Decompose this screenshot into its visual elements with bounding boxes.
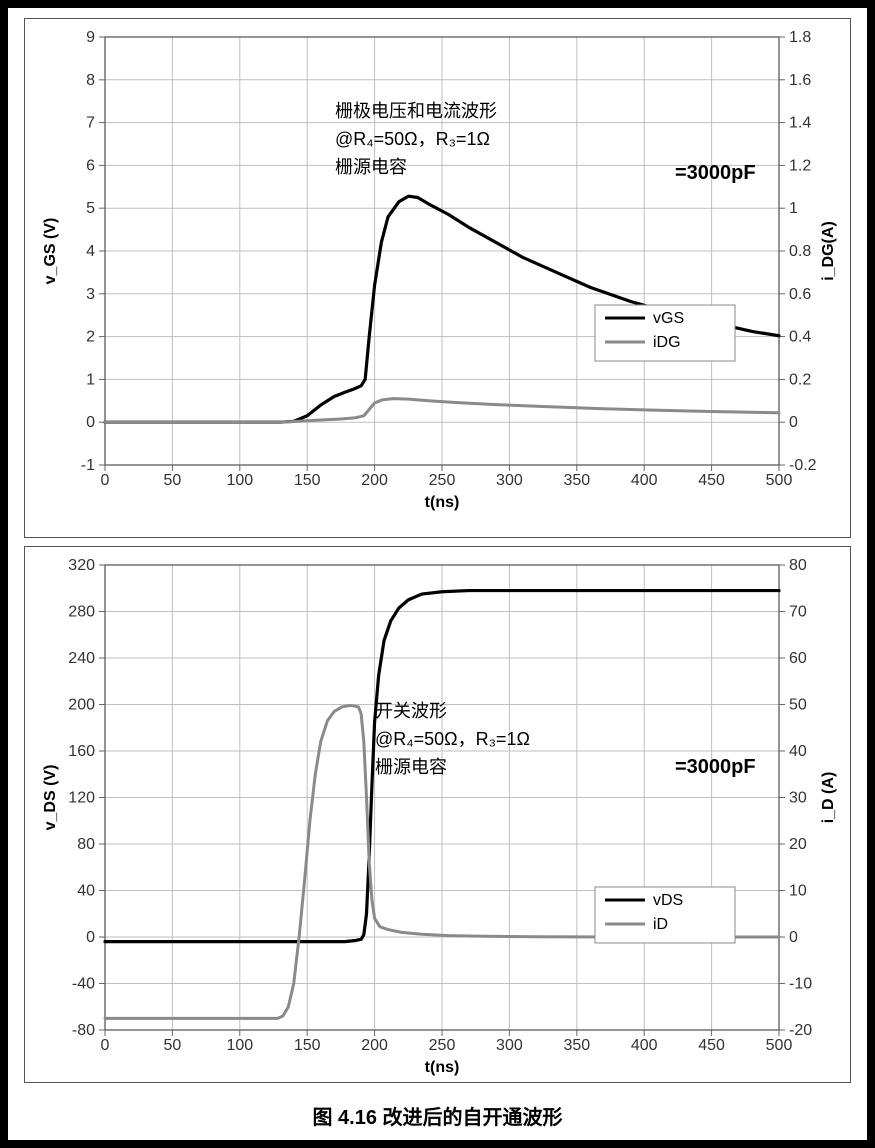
svg-text:v_DS (V): v_DS (V) bbox=[42, 765, 59, 831]
svg-text:200: 200 bbox=[361, 1037, 388, 1054]
svg-text:250: 250 bbox=[429, 472, 456, 489]
svg-text:20: 20 bbox=[789, 836, 807, 853]
svg-text:80: 80 bbox=[77, 836, 95, 853]
svg-text:vGS: vGS bbox=[653, 310, 684, 327]
svg-text:0.4: 0.4 bbox=[789, 329, 811, 346]
svg-text:40: 40 bbox=[77, 883, 95, 900]
chart-top-svg: 0 50 100 150 200 250 300 350 400 450 500 -1 0 1 2 3 4 5 6 7… bbox=[25, 19, 845, 519]
svg-text:0: 0 bbox=[101, 472, 110, 489]
svg-text:100: 100 bbox=[226, 1037, 253, 1054]
svg-text:8: 8 bbox=[86, 72, 95, 89]
svg-text:350: 350 bbox=[563, 1037, 590, 1054]
svg-text:4: 4 bbox=[86, 243, 95, 260]
svg-text:0: 0 bbox=[789, 414, 798, 431]
svg-text:栅源电容: 栅源电容 bbox=[375, 757, 447, 777]
svg-text:120: 120 bbox=[68, 790, 95, 807]
svg-text:400: 400 bbox=[631, 1037, 658, 1054]
svg-text:t(ns): t(ns) bbox=[425, 494, 460, 511]
chart-bottom-panel: 050100150200250300350400450500-80-400408… bbox=[24, 546, 851, 1083]
svg-text:1.8: 1.8 bbox=[789, 29, 811, 46]
chart-top-panel: 0 50 100 150 200 250 300 350 400 450 500 -1 0 1 2 3 4 5 6 7… bbox=[24, 18, 851, 538]
svg-text:=3000pF: =3000pF bbox=[675, 162, 756, 184]
svg-text:60: 60 bbox=[789, 650, 807, 667]
svg-text:5: 5 bbox=[86, 200, 95, 217]
svg-text:-20: -20 bbox=[789, 1022, 812, 1039]
svg-text:-1: -1 bbox=[81, 457, 95, 474]
svg-text:@R₄=50Ω，R₃=1Ω: @R₄=50Ω，R₃=1Ω bbox=[375, 729, 530, 749]
svg-text:i_DG(A): i_DG(A) bbox=[820, 221, 837, 281]
svg-text:30: 30 bbox=[789, 790, 807, 807]
svg-text:50: 50 bbox=[164, 1037, 182, 1054]
svg-text:1.6: 1.6 bbox=[789, 72, 811, 89]
svg-text:9: 9 bbox=[86, 29, 95, 46]
svg-text:200: 200 bbox=[361, 472, 388, 489]
svg-text:70: 70 bbox=[789, 604, 807, 621]
svg-text:0: 0 bbox=[86, 414, 95, 431]
svg-text:450: 450 bbox=[698, 1037, 725, 1054]
svg-text:40: 40 bbox=[789, 743, 807, 760]
svg-text:300: 300 bbox=[496, 1037, 523, 1054]
svg-text:vDS: vDS bbox=[653, 892, 683, 909]
svg-text:10: 10 bbox=[789, 883, 807, 900]
chart-bottom-svg: 050100150200250300350400450500-80-400408… bbox=[25, 547, 845, 1082]
svg-text:500: 500 bbox=[766, 1037, 793, 1054]
svg-text:200: 200 bbox=[68, 697, 95, 714]
svg-text:100: 100 bbox=[226, 472, 253, 489]
svg-text:栅极电压和电流波形: 栅极电压和电流波形 bbox=[335, 101, 497, 121]
svg-text:320: 320 bbox=[68, 557, 95, 574]
svg-text:3: 3 bbox=[86, 286, 95, 303]
svg-text:500: 500 bbox=[766, 472, 793, 489]
svg-text:150: 150 bbox=[294, 1037, 321, 1054]
svg-text:0.8: 0.8 bbox=[789, 243, 811, 260]
svg-text:0.2: 0.2 bbox=[789, 371, 811, 388]
svg-text:240: 240 bbox=[68, 650, 95, 667]
svg-text:6: 6 bbox=[86, 157, 95, 174]
svg-text:0: 0 bbox=[86, 929, 95, 946]
figure-frame: 050100150200250300350400450500-101234567… bbox=[0, 0, 875, 1148]
svg-text:-0.2: -0.2 bbox=[789, 457, 817, 474]
svg-text:t(ns): t(ns) bbox=[425, 1059, 460, 1076]
svg-text:7: 7 bbox=[86, 115, 95, 132]
svg-text:2: 2 bbox=[86, 329, 95, 346]
svg-text:-10: -10 bbox=[789, 976, 812, 993]
svg-text:i_D (A): i_D (A) bbox=[820, 772, 837, 824]
svg-text:300: 300 bbox=[496, 472, 523, 489]
svg-text:0: 0 bbox=[789, 929, 798, 946]
svg-text:1: 1 bbox=[86, 371, 95, 388]
svg-text:80: 80 bbox=[789, 557, 807, 574]
figure-caption: 图 4.16 改进后的自开通波形 bbox=[24, 1091, 851, 1134]
svg-text:iD: iD bbox=[653, 916, 668, 933]
svg-text:-80: -80 bbox=[72, 1022, 95, 1039]
svg-text:0: 0 bbox=[101, 1037, 110, 1054]
svg-text:150: 150 bbox=[294, 472, 321, 489]
svg-text:1.4: 1.4 bbox=[789, 115, 811, 132]
svg-text:0.6: 0.6 bbox=[789, 286, 811, 303]
svg-text:1.2: 1.2 bbox=[789, 157, 811, 174]
svg-text:450: 450 bbox=[698, 472, 725, 489]
svg-text:iDG: iDG bbox=[653, 334, 681, 351]
svg-text:-40: -40 bbox=[72, 976, 95, 993]
svg-text:250: 250 bbox=[429, 1037, 456, 1054]
svg-text:160: 160 bbox=[68, 743, 95, 760]
svg-text:开关波形: 开关波形 bbox=[375, 701, 447, 721]
svg-text:1: 1 bbox=[789, 200, 798, 217]
svg-text:栅源电容: 栅源电容 bbox=[335, 157, 407, 177]
svg-text:280: 280 bbox=[68, 604, 95, 621]
svg-text:50: 50 bbox=[789, 697, 807, 714]
svg-text:=3000pF: =3000pF bbox=[675, 756, 756, 778]
svg-text:@R₄=50Ω，R₃=1Ω: @R₄=50Ω，R₃=1Ω bbox=[335, 129, 490, 149]
svg-text:350: 350 bbox=[563, 472, 590, 489]
svg-text:50: 50 bbox=[164, 472, 182, 489]
svg-text:v_GS (V): v_GS (V) bbox=[42, 218, 59, 285]
svg-text:400: 400 bbox=[631, 472, 658, 489]
